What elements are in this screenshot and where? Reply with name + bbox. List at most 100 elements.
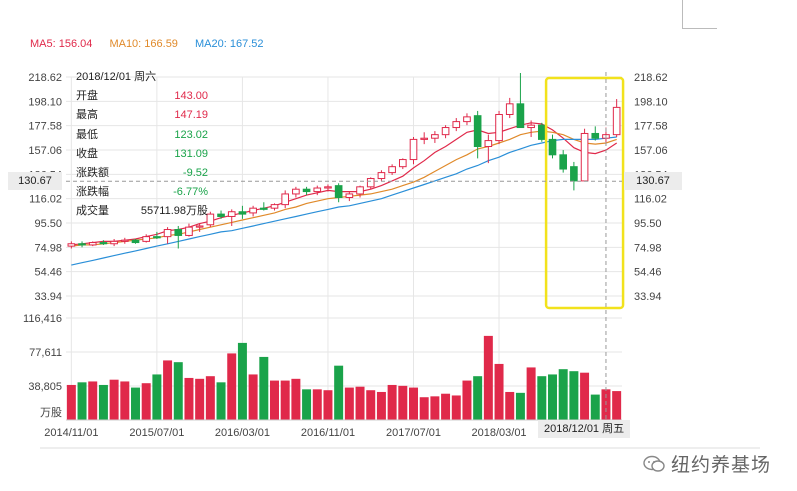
volume-bar [409,387,418,420]
ma20-legend: MA20: 167.52 [195,38,264,50]
candle-body [420,137,429,140]
candle-body [495,113,503,142]
info-key-open: 开盘 [76,90,98,103]
moving-average-lines [71,122,618,266]
candle-body [356,186,364,195]
candle-body [67,243,76,247]
wechat-icon [643,455,665,472]
price-tick-label-left: 177.58 [28,121,62,133]
volume-bar [195,378,205,420]
price-tick-label-left: 116.02 [29,194,62,206]
candle [356,185,364,198]
candle [570,161,578,191]
candle-body [302,188,311,193]
candle-body [227,211,236,217]
candle [206,211,215,228]
price-tick-label-left: 74.98 [34,242,62,254]
volume-bar [505,391,515,420]
volume-bar [98,384,108,420]
candle [185,223,193,237]
price-tick-label-left: 33.94 [34,291,62,303]
x-tick-label: 2015/07/01 [129,427,184,439]
candle-body [516,103,525,129]
chart-overlays [66,72,625,420]
candle [217,210,225,219]
candle-body [366,178,375,188]
candle [409,137,418,165]
volume-tick-label: 116,416 [23,313,62,325]
x-tick-label: 2016/11/01 [301,427,355,439]
ma5-legend: MA5: 156.04 [30,38,93,50]
volume-bar [141,383,151,420]
candle [441,125,450,139]
candle [195,223,204,232]
candle [281,190,290,209]
volume-bar [355,386,365,420]
candle [131,239,140,244]
volume-bar [291,378,301,420]
candle [324,184,332,192]
candle [398,158,407,170]
ma20-line [71,136,617,266]
volume-tick-label: 77,611 [29,347,62,359]
candle [548,134,557,159]
candle [420,132,429,145]
candle-body [324,186,332,189]
candle-body [345,193,354,199]
current-price-label-right: 130.67 [624,172,682,190]
candle-body [281,193,290,206]
candle [484,134,493,164]
candle-body [313,187,322,193]
candle-body [259,207,268,210]
info-key-low: 最低 [76,128,98,141]
candle-body [409,138,418,161]
info-value-high: 147.19 [174,109,208,122]
highlight-box [544,76,625,310]
volume-bar [152,374,162,420]
candle-body [388,166,396,174]
info-value-change: -9.52 [182,166,208,179]
candle-body [249,207,257,214]
volume-bar [473,376,483,420]
volume-bar [248,374,258,420]
price-tick-label-right: 157.06 [634,145,668,157]
volume-unit-label: 万股 [40,406,62,419]
candle-body [527,124,535,129]
volume-bar [494,363,504,420]
candle [345,191,354,202]
volume-bar [387,384,397,420]
volume-bar [430,396,440,420]
candle [163,227,172,244]
volume-bar [66,384,76,420]
candle-body [292,188,300,195]
volume-bar [280,380,290,420]
candle-body [99,242,108,245]
candle [302,186,311,196]
volume-bar [227,353,237,420]
candle [591,126,600,141]
candle [88,241,97,247]
candlesticks [67,72,621,249]
candle [110,239,118,247]
info-panel: 2018/12/01 周六 开盘 143.00 最高 147.19 最低 123.02… [76,68,216,222]
price-tick-label-left: 95.50 [34,218,62,230]
info-key-high: 最高 [76,109,98,122]
volume-bar [184,377,194,420]
volume-bar [590,394,600,420]
info-date: 2018/12/01 周六 [76,71,157,83]
price-tick-label-left: 218.62 [28,72,62,84]
candle [249,205,257,217]
info-value-low: 123.02 [174,128,208,141]
info-key-close: 收盘 [76,147,98,160]
candle-body [88,242,97,246]
ma10-legend: MA10: 166.59 [109,38,178,50]
candle-body [142,236,151,242]
candle [313,185,322,196]
candle [537,122,546,142]
candle-body [153,236,161,239]
candle-body [463,116,471,123]
candle-body [452,121,461,129]
candle-body [131,239,140,244]
candle-body [441,127,450,136]
